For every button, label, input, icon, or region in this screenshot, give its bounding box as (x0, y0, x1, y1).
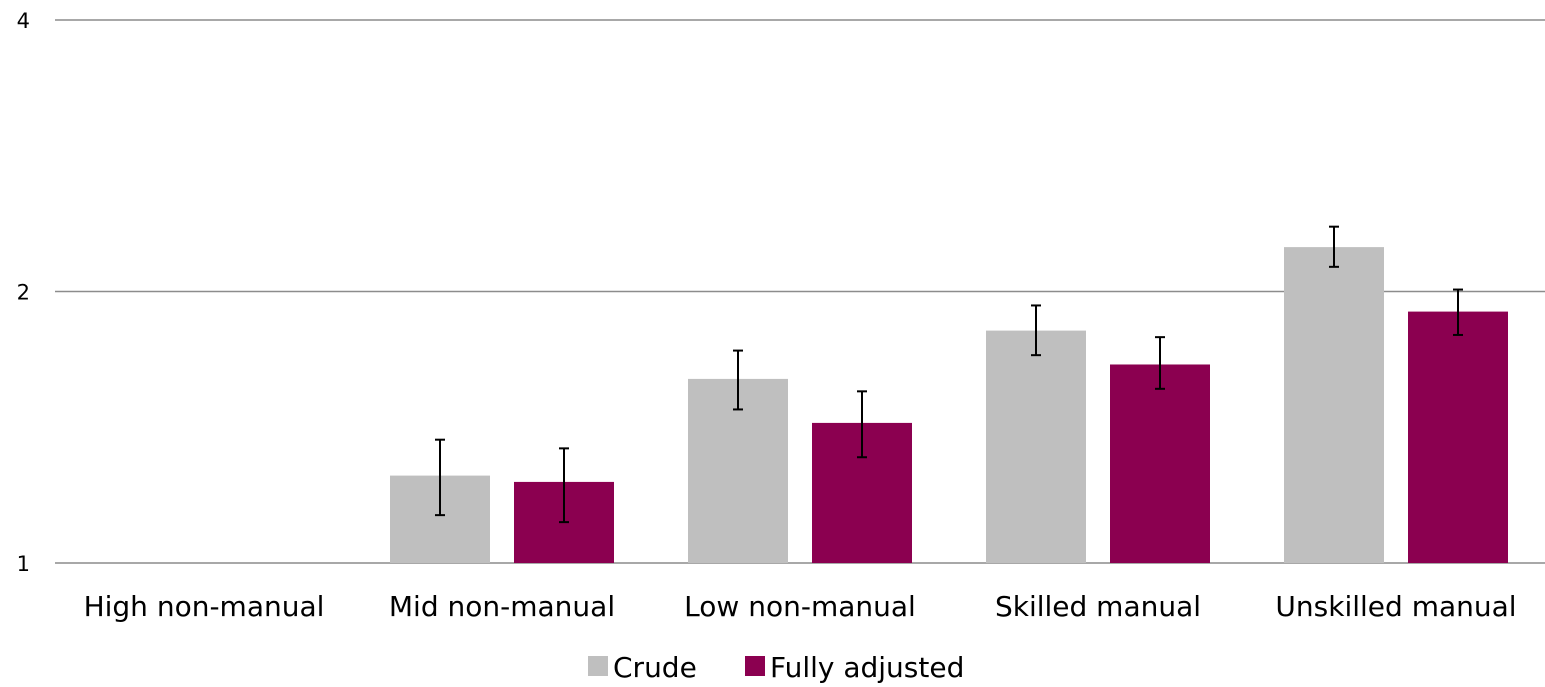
legend-item-fully-adjusted: Fully adjusted (745, 651, 964, 684)
x-category-label-2: Low non-manual (684, 590, 916, 623)
error-bar-fully-adjusted-4 (1453, 288, 1463, 336)
x-category-label-0: High non-manual (84, 590, 325, 623)
y-tick-label-2: 2 (17, 281, 30, 305)
x-category-label-1: Mid non-manual (389, 590, 615, 623)
bar-crude-4 (1284, 247, 1384, 563)
bar-fully-adjusted-4 (1408, 311, 1508, 563)
error-bar-fully-adjusted-3 (1155, 336, 1165, 390)
legend-swatch (588, 656, 608, 676)
error-bar-fully-adjusted-2 (857, 390, 867, 459)
x-category-label-3: Skilled manual (995, 590, 1201, 623)
legend: Crude Fully adjusted (588, 651, 964, 684)
y-tick-label-4: 4 (17, 9, 30, 33)
error-bar-crude-1 (435, 438, 445, 517)
legend-label: Fully adjusted (770, 651, 964, 684)
error-bar-crude-3 (1031, 304, 1041, 357)
bar-crude-3 (986, 330, 1086, 563)
error-bar-crude-4 (1329, 225, 1339, 268)
bar-fully-adjusted-3 (1110, 364, 1210, 563)
error-bars (435, 225, 1463, 524)
error-bar-fully-adjusted-1 (559, 447, 569, 524)
error-bar-crude-2 (733, 349, 743, 411)
bars (390, 247, 1508, 563)
x-category-label-4: Unskilled manual (1275, 590, 1516, 623)
legend-swatch (745, 656, 765, 676)
legend-label: Crude (613, 651, 697, 684)
y-axis-tick-labels: 1 2 4 (17, 9, 30, 576)
legend-item-crude: Crude (588, 651, 697, 684)
y-tick-label-1: 1 (17, 552, 30, 576)
x-axis-category-labels: High non-manual Mid non-manual Low non-man… (84, 590, 1517, 623)
